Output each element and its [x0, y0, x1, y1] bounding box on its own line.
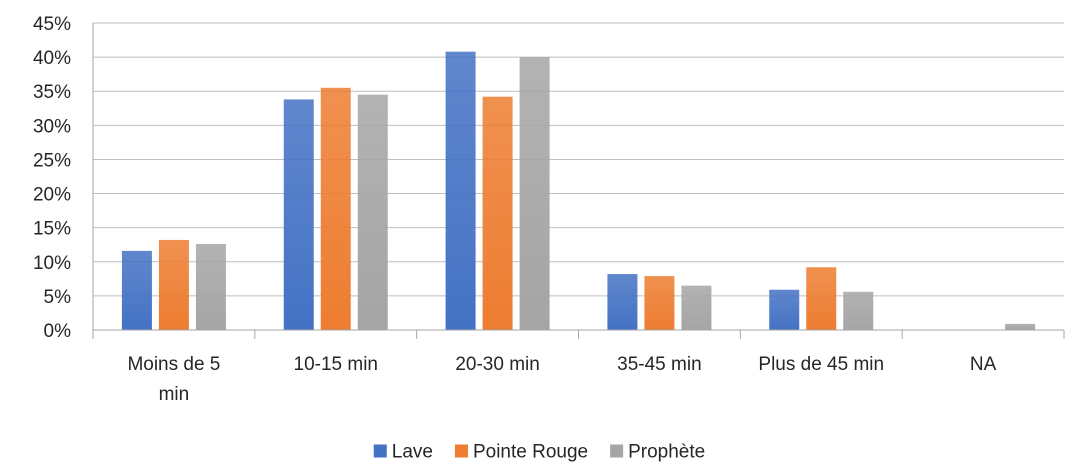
bar-proph-te — [843, 291, 874, 330]
bar-lave — [121, 250, 152, 330]
legend: Lave Pointe Rouge Prophète — [373, 442, 705, 463]
y-tick-label: 35% — [33, 82, 71, 103]
y-tick-label: 45% — [33, 14, 71, 35]
bar-lave — [769, 289, 800, 330]
x-axis-category-labels: Moins de 5 min 10-15 min 20-30 min 35-45 min… — [127, 354, 996, 405]
legend-label: Pointe Rouge — [473, 442, 588, 463]
legend-item: Lave — [373, 442, 433, 463]
bar-proph-te — [519, 57, 550, 330]
bar-pointe-rouge — [158, 239, 189, 330]
legend-swatch — [454, 444, 468, 458]
x-category-label: Moins de 5 — [127, 354, 220, 375]
legend-item: Prophète — [610, 442, 705, 463]
bar-pointe-rouge — [806, 267, 837, 330]
y-axis-tick-labels: 0% 5% 10% 15% 20% 25% 30% 35% 40% 45% — [33, 14, 71, 342]
y-tick-label: 0% — [44, 321, 72, 342]
legend-swatch — [373, 444, 387, 458]
legend-item: Pointe Rouge — [454, 442, 588, 463]
y-tick-label: 25% — [33, 150, 71, 171]
y-tick-label: 40% — [33, 48, 71, 69]
bar-lave — [445, 51, 476, 331]
bar-pointe-rouge — [320, 87, 351, 330]
legend-label: Lave — [392, 442, 433, 463]
bar-proph-te — [1005, 323, 1036, 330]
bar-proph-te — [357, 94, 388, 330]
y-tick-label: 20% — [33, 185, 71, 206]
legend-label: Prophète — [628, 442, 705, 463]
x-category-label: 20-30 min — [455, 354, 540, 375]
x-category-label: 10-15 min — [294, 354, 379, 375]
bar-lave — [607, 274, 638, 330]
y-tick-label: 30% — [33, 116, 71, 137]
bar-pointe-rouge — [482, 96, 513, 331]
x-category-label: Plus de 45 min — [758, 354, 884, 375]
axes — [92, 23, 1065, 339]
y-tick-label: 15% — [33, 219, 71, 240]
x-category-label: min — [159, 384, 190, 405]
bar-proph-te — [195, 244, 226, 330]
y-tick-label: 10% — [33, 253, 71, 274]
gridlines — [93, 22, 1064, 297]
bar-lave — [283, 99, 314, 330]
bars — [121, 51, 1036, 331]
legend-swatch — [610, 444, 624, 458]
x-category-label: NA — [970, 354, 997, 375]
y-tick-label: 5% — [44, 287, 72, 308]
bar-proph-te — [681, 285, 712, 330]
bar-pointe-rouge — [644, 276, 675, 330]
x-category-label: 35-45 min — [617, 354, 702, 375]
